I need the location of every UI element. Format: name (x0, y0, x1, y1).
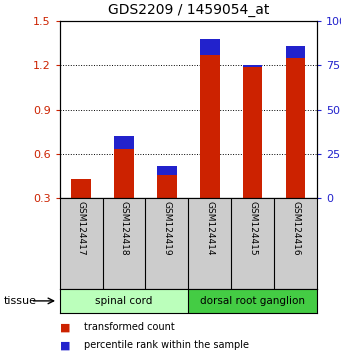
Text: percentile rank within the sample: percentile rank within the sample (84, 340, 249, 350)
Text: GSM124415: GSM124415 (248, 201, 257, 256)
Text: GSM124417: GSM124417 (77, 201, 86, 256)
Bar (243, 65, 263, 198)
Bar (200, 39, 220, 198)
Bar (72, 179, 91, 198)
Bar (243, 65, 263, 67)
Bar (188, 289, 317, 313)
Text: spinal cord: spinal cord (95, 296, 153, 306)
Text: GSM124416: GSM124416 (291, 201, 300, 256)
Bar (286, 46, 305, 58)
Text: transformed count: transformed count (84, 322, 174, 332)
Text: GSM124419: GSM124419 (162, 201, 172, 256)
Bar (114, 136, 134, 198)
Bar (200, 39, 220, 55)
Text: tissue: tissue (3, 296, 36, 306)
Text: dorsal root ganglion: dorsal root ganglion (200, 296, 305, 306)
Title: GDS2209 / 1459054_at: GDS2209 / 1459054_at (108, 4, 269, 17)
Bar (60, 289, 189, 313)
Text: ■: ■ (60, 340, 70, 350)
Bar (114, 136, 134, 149)
Bar (286, 46, 305, 198)
Bar (157, 166, 177, 175)
Text: ■: ■ (60, 322, 70, 332)
Bar (157, 166, 177, 198)
Text: GSM124414: GSM124414 (205, 201, 214, 256)
Text: GSM124418: GSM124418 (120, 201, 129, 256)
